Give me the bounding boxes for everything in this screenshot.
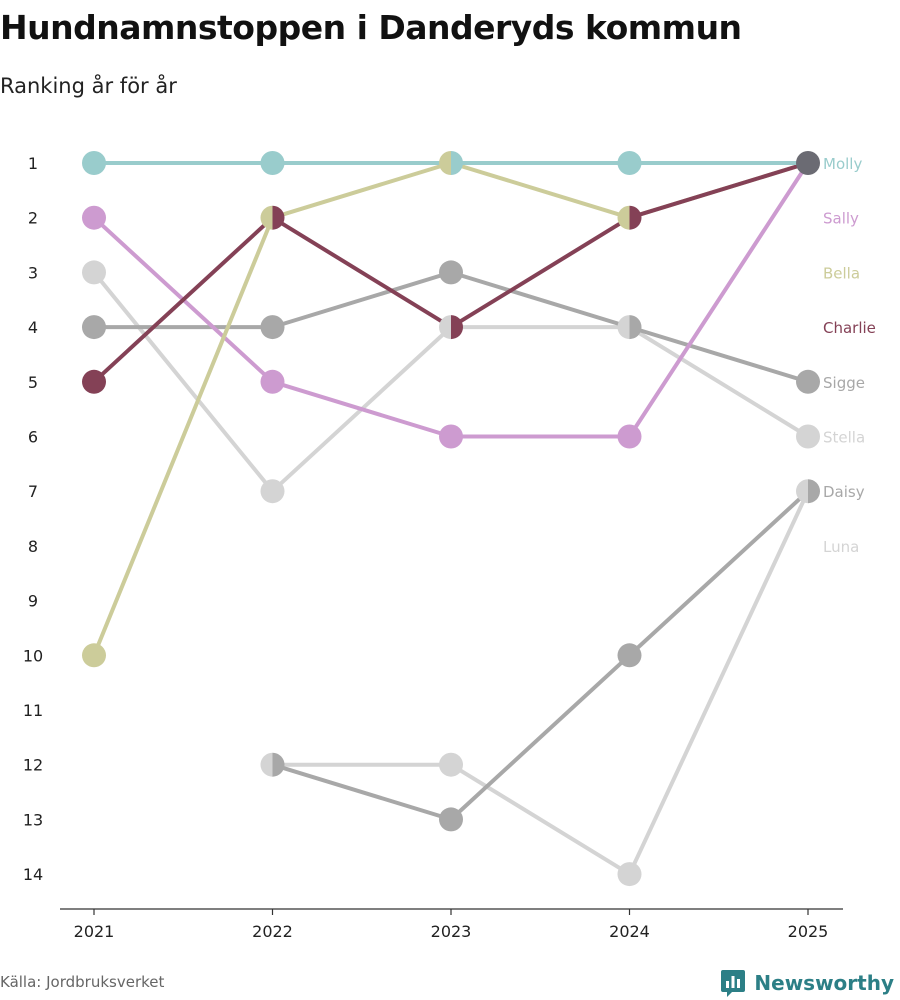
point-sally-2023 — [439, 424, 463, 449]
point-sigge-2021 — [82, 315, 106, 340]
series-line-luna — [270, 489, 810, 877]
y-tick-label: 5 — [28, 373, 38, 392]
brand-name: Newsworthy — [754, 971, 894, 995]
point-charlie-2023 — [451, 315, 464, 340]
x-tick-label: 2021 — [74, 922, 115, 941]
point-sigge-2022 — [260, 315, 285, 340]
series-line-daisy — [270, 489, 810, 822]
point-molly-2022 — [260, 151, 285, 175]
y-tick-label: 11 — [23, 701, 43, 720]
y-tick-label: 12 — [23, 756, 43, 775]
end-labels: Molly Sally Bella Charlie Sigge Stella Daisy Lu… — [823, 155, 876, 556]
point-molly-2021 — [82, 151, 106, 175]
point-sigge-2023 — [439, 260, 463, 285]
x-tick-label: 2023 — [431, 922, 472, 941]
y-tick-label: 8 — [28, 537, 38, 556]
point-stella-2021 — [82, 260, 106, 285]
x-tick-label: 2022 — [252, 922, 293, 941]
point-stella-2024 — [617, 315, 630, 340]
point-luna-2024 — [617, 862, 642, 887]
series-line-stella — [92, 270, 810, 494]
brand-logo: Newsworthy — [720, 968, 894, 998]
x-tick-label: 2025 — [788, 922, 829, 941]
point-charlie-2024 — [629, 205, 642, 230]
point-stella-2023 — [439, 315, 451, 340]
end-label-sigge: Sigge — [823, 374, 865, 392]
y-tick-label: 3 — [28, 263, 38, 282]
point-sally-2021 — [82, 205, 106, 230]
bar-chart-logo-icon — [721, 970, 746, 997]
point-bella-2024 — [617, 205, 630, 230]
point-bella-2023 — [439, 151, 451, 175]
x-axis: 2021 2022 2023 2024 2025 — [60, 908, 843, 941]
y-tick-label: 14 — [23, 865, 43, 884]
point-luna-2023 — [439, 752, 463, 777]
point-daisy-2024 — [617, 643, 642, 668]
point-daisy-2025 — [808, 479, 820, 504]
point-sigge-2025 — [796, 369, 820, 394]
y-tick-label: 10 — [23, 646, 43, 665]
end-label-sally: Sally — [823, 210, 859, 228]
end-label-stella: Stella — [823, 429, 865, 447]
end-label-charlie: Charlie — [823, 319, 876, 337]
end-label-bella: Bella — [823, 264, 860, 282]
point-stella-2022 — [260, 479, 285, 504]
y-tick-label: 6 — [28, 428, 38, 447]
point-sally-2024 — [617, 424, 642, 449]
point-stella-2025 — [796, 424, 820, 449]
point-molly-2023 — [451, 151, 463, 175]
point-daisy-2022 — [272, 752, 285, 777]
x-tick-label: 2024 — [609, 922, 650, 941]
series-line-bella — [92, 161, 810, 658]
end-label-daisy: Daisy — [823, 483, 865, 501]
end-label-molly: Molly — [823, 155, 862, 173]
chart-subtitle: Ranking år för år — [0, 74, 177, 98]
end-label-luna: Luna — [823, 538, 859, 556]
series-points — [82, 151, 820, 887]
y-tick-label: 1 — [28, 154, 38, 173]
point-molly-2024 — [617, 151, 642, 175]
point-tie-2025 — [796, 151, 820, 175]
y-tick-label: 2 — [28, 209, 38, 228]
point-charlie-2022 — [272, 205, 285, 230]
point-luna-2025 — [796, 479, 808, 504]
y-tick-label: 13 — [23, 810, 43, 829]
y-tick-label: 4 — [28, 318, 38, 337]
point-bella-2021 — [82, 643, 106, 668]
point-bella-2022 — [260, 205, 273, 230]
point-luna-2022 — [260, 752, 273, 777]
point-daisy-2023 — [439, 807, 463, 832]
point-charlie-2021 — [82, 369, 106, 394]
point-sally-2022 — [260, 369, 285, 394]
source-note: Källa: Jordbruksverket — [0, 973, 165, 991]
y-tick-label: 9 — [28, 592, 38, 611]
y-tick-label: 7 — [28, 482, 38, 501]
point-sigge-2024 — [629, 315, 642, 340]
chart-title: Hundnamnstoppen i Danderyds kommun — [0, 8, 742, 47]
